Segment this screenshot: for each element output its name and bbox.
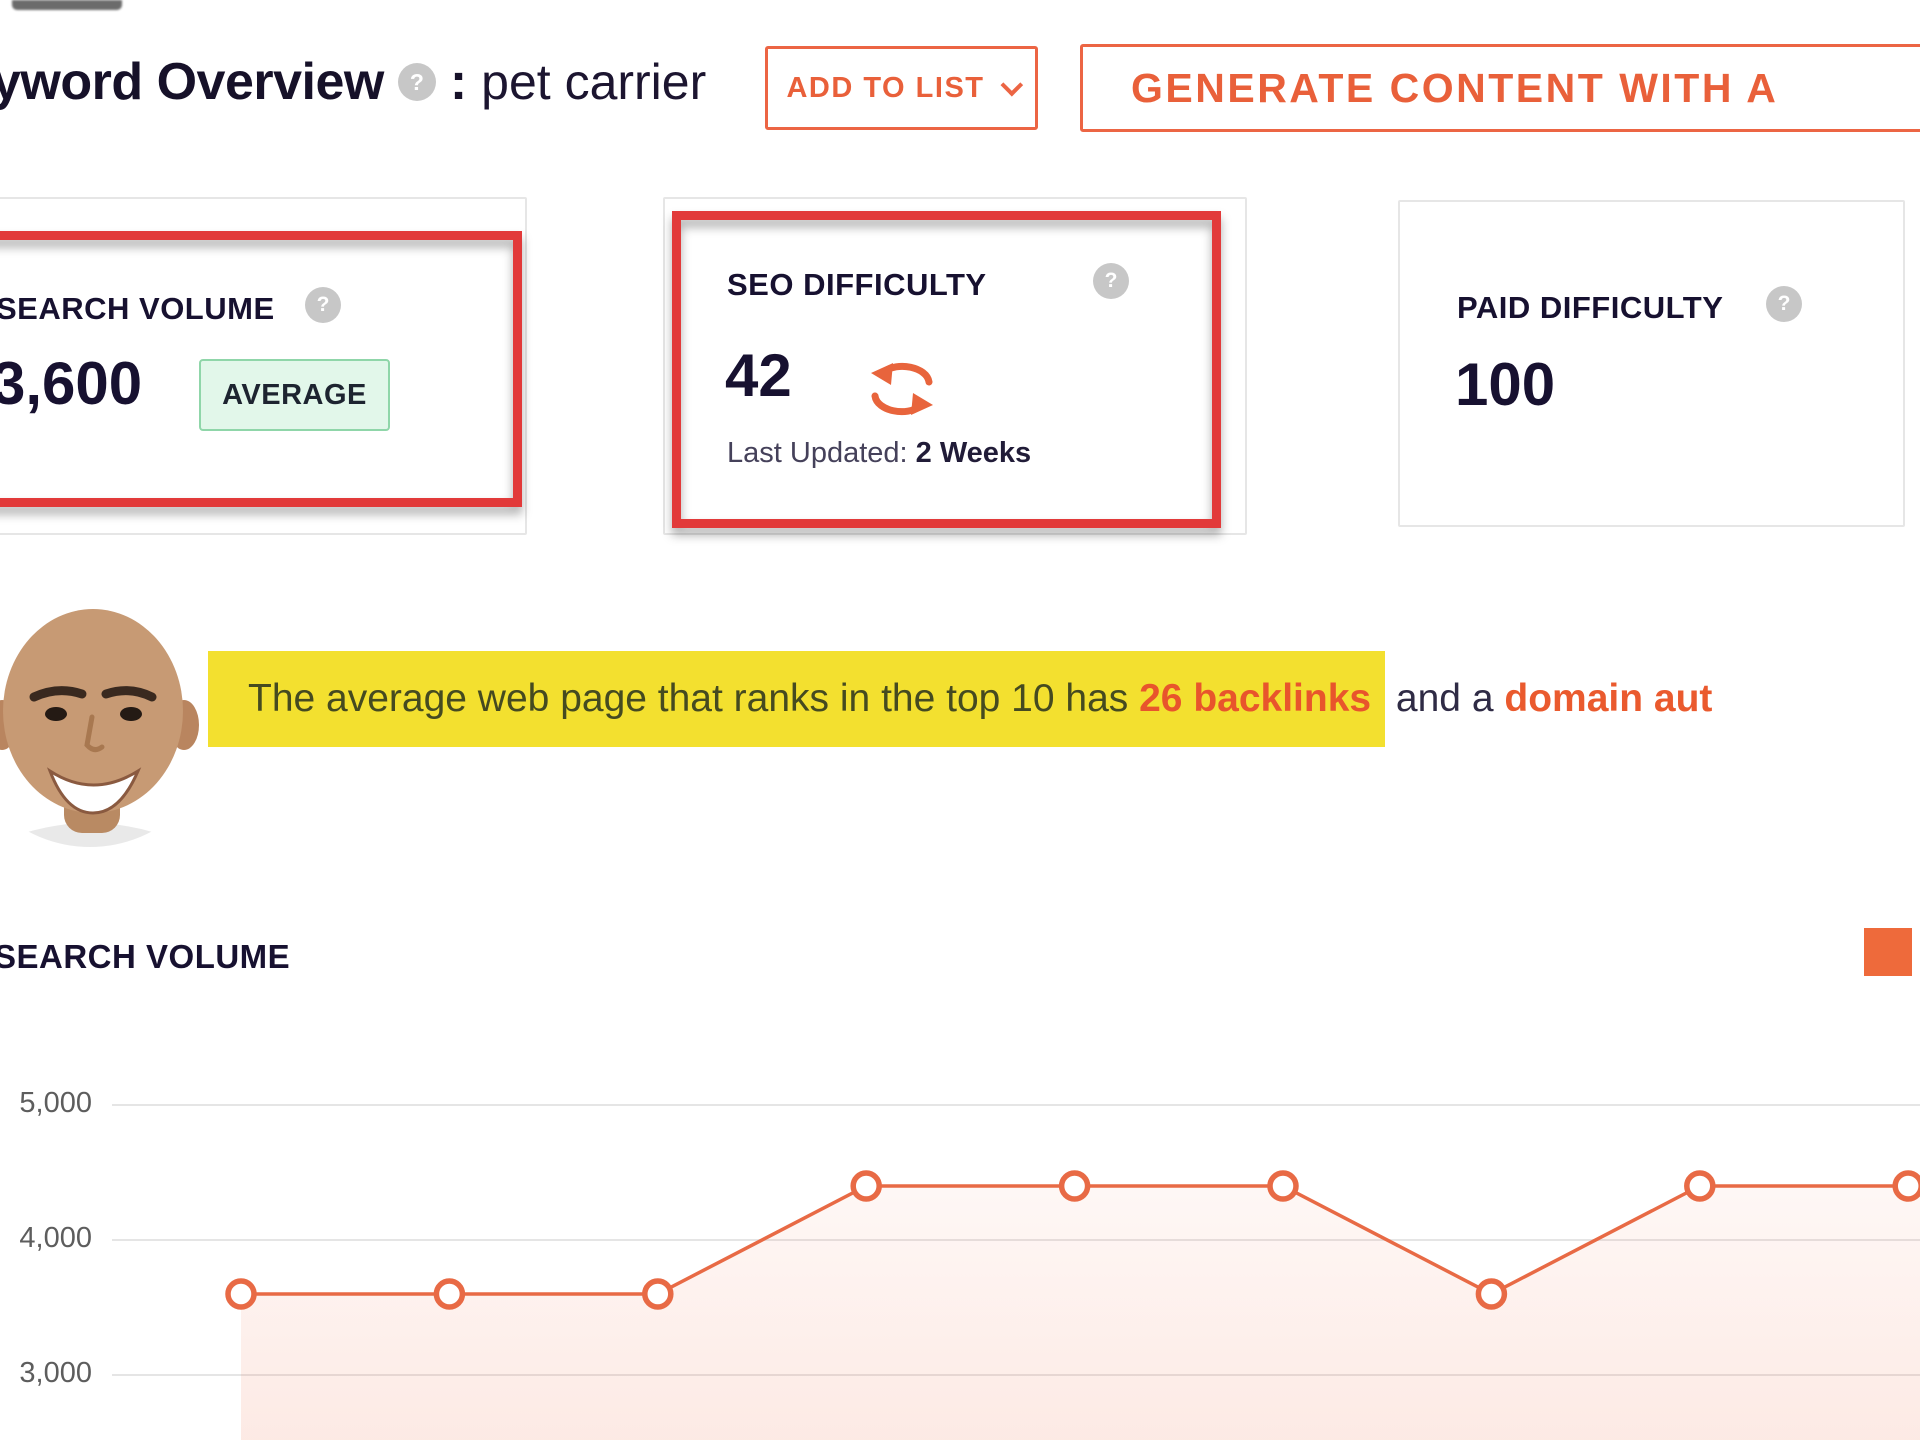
chevron-down-icon — [1000, 73, 1023, 97]
refresh-icon[interactable] — [867, 357, 937, 421]
legend-marker — [1864, 928, 1912, 976]
chart-marker[interactable] — [1058, 1170, 1091, 1202]
y-axis-tick-label: 5,000 — [19, 1087, 92, 1119]
chart-area-fill — [241, 1186, 1920, 1440]
paid-difficulty-label: PAID DIFFICULTY — [1457, 290, 1724, 325]
add-to-list-button[interactable]: ADD TO LIST — [765, 46, 1038, 130]
help-icon[interactable]: ? — [1093, 263, 1129, 299]
paid-difficulty-value: 100 — [1455, 351, 1556, 418]
status-badge: AVERAGE — [199, 359, 390, 431]
help-icon[interactable]: ? — [397, 63, 436, 101]
backlinks-strong: 26 backlinks — [1139, 677, 1372, 720]
chart-marker[interactable] — [433, 1278, 466, 1310]
chart-marker[interactable] — [1892, 1170, 1920, 1202]
seo-difficulty-value: 42 — [725, 342, 792, 409]
avatar — [0, 585, 221, 847]
seo-difficulty-card: SEO DIFFICULTY ? 42 Last Updated: 2 Week… — [663, 197, 1247, 535]
search-volume-line-chart — [112, 1104, 1920, 1440]
search-volume-card: SEARCH VOLUME ? 3,600 AVERAGE — [0, 197, 527, 535]
chart-marker[interactable] — [850, 1170, 882, 1202]
keyword-text: pet carrier — [481, 54, 707, 110]
search-volume-label: SEARCH VOLUME — [0, 291, 275, 326]
chart-marker[interactable] — [642, 1278, 674, 1310]
clipped-header-fragment — [12, 0, 122, 10]
last-updated-text: Last Updated: 2 Weeks — [727, 437, 1031, 470]
annotation-rectangle — [0, 231, 522, 507]
chart-marker[interactable] — [1684, 1170, 1716, 1202]
chart-line — [241, 1184, 1920, 1296]
insight-banner: The average web page that ranks in the t… — [208, 651, 1712, 747]
help-icon[interactable]: ? — [1766, 286, 1802, 322]
seo-difficulty-label: SEO DIFFICULTY — [727, 267, 987, 302]
title-separator: : — [449, 53, 468, 111]
last-updated-value: 2 Weeks — [915, 437, 1032, 469]
chart-marker[interactable] — [1267, 1170, 1299, 1202]
y-axis-tick-label: 3,000 — [19, 1357, 92, 1389]
chart-marker[interactable] — [225, 1278, 257, 1310]
chart-marker[interactable] — [1475, 1278, 1508, 1310]
last-updated-label: Last Updated: — [727, 437, 916, 469]
domain-authority-link[interactable]: domain aut — [1504, 677, 1713, 720]
page-header: yword Overview ? : pet carrier — [0, 52, 706, 112]
insight-plain-text: and a — [1385, 677, 1505, 720]
help-icon[interactable]: ? — [305, 287, 341, 323]
highlight-main: The average web page that ranks in the t… — [248, 677, 1140, 720]
annotation-rectangle — [672, 211, 1221, 528]
search-volume-value: 3,600 — [0, 350, 143, 417]
generate-content-button[interactable]: GENERATE CONTENT WITH A — [1080, 44, 1920, 132]
paid-difficulty-card: PAID DIFFICULTY ? 100 — [1398, 200, 1905, 527]
highlighted-text: The average web page that ranks in the t… — [208, 651, 1386, 747]
page-title: yword Overview — [0, 53, 384, 111]
y-axis-tick-label: 4,000 — [19, 1222, 92, 1254]
add-to-list-label: ADD TO LIST — [786, 71, 985, 104]
generate-content-label: GENERATE CONTENT WITH A — [1131, 64, 1779, 111]
chart-section-title: SEARCH VOLUME — [0, 938, 291, 975]
